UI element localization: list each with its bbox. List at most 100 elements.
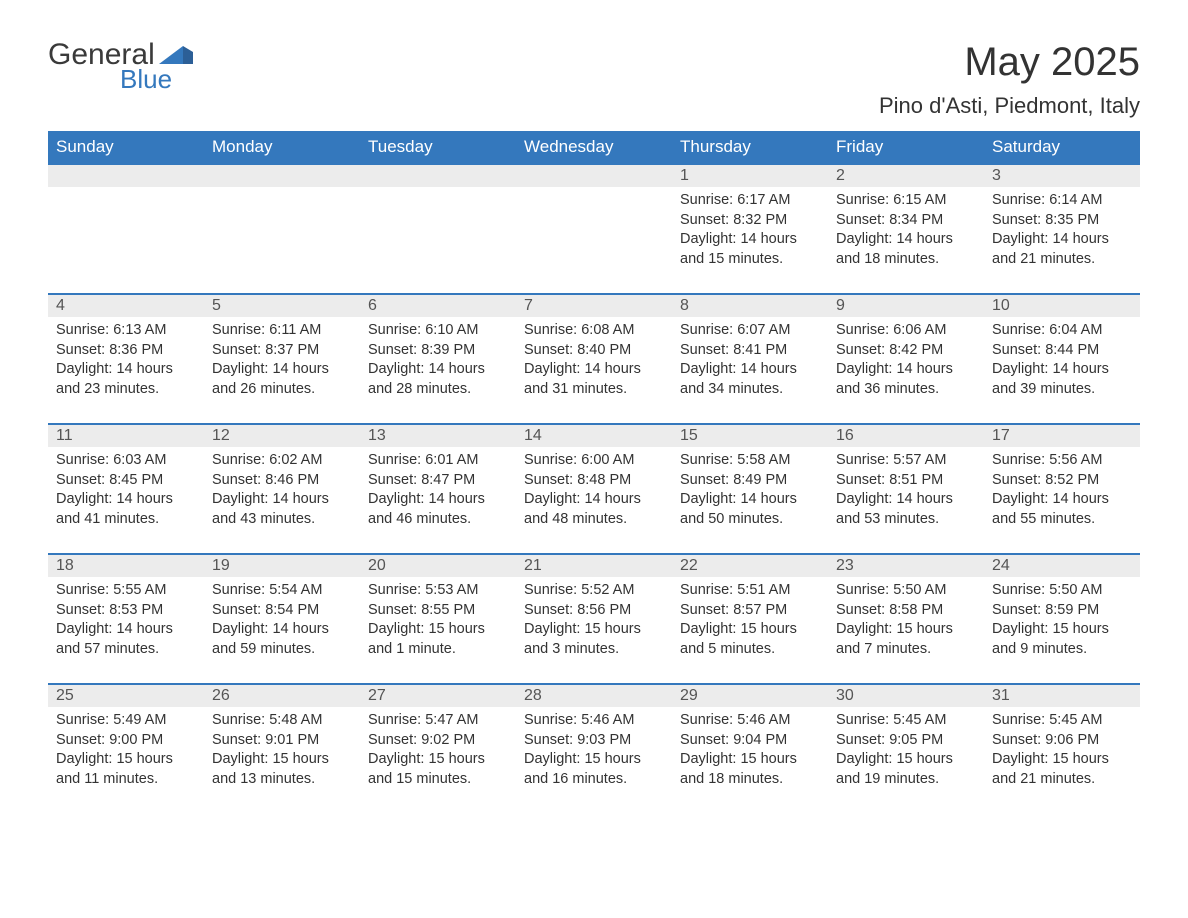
day-cell: 7Sunrise: 6:08 AMSunset: 8:40 PMDaylight… bbox=[516, 294, 672, 424]
day-details: Sunrise: 6:07 AMSunset: 8:41 PMDaylight:… bbox=[672, 317, 828, 407]
daylight-line: Daylight: 15 hours and 15 minutes. bbox=[368, 750, 508, 789]
sunrise-line: Sunrise: 5:58 AM bbox=[680, 451, 820, 471]
sunrise-line: Sunrise: 5:50 AM bbox=[836, 581, 976, 601]
sunset-line: Sunset: 8:53 PM bbox=[56, 601, 196, 621]
day-header: Thursday bbox=[672, 131, 828, 164]
day-details: Sunrise: 6:17 AMSunset: 8:32 PMDaylight:… bbox=[672, 187, 828, 277]
sunset-line: Sunset: 8:59 PM bbox=[992, 601, 1132, 621]
sunrise-line: Sunrise: 5:50 AM bbox=[992, 581, 1132, 601]
sunset-line: Sunset: 8:34 PM bbox=[836, 211, 976, 231]
daylight-line: Daylight: 15 hours and 21 minutes. bbox=[992, 750, 1132, 789]
day-number: 17 bbox=[984, 425, 1140, 447]
week-row: 25Sunrise: 5:49 AMSunset: 9:00 PMDayligh… bbox=[48, 684, 1140, 814]
daylight-line: Daylight: 14 hours and 15 minutes. bbox=[680, 230, 820, 269]
day-cell: 31Sunrise: 5:45 AMSunset: 9:06 PMDayligh… bbox=[984, 684, 1140, 814]
day-cell: 21Sunrise: 5:52 AMSunset: 8:56 PMDayligh… bbox=[516, 554, 672, 684]
day-cell: 16Sunrise: 5:57 AMSunset: 8:51 PMDayligh… bbox=[828, 424, 984, 554]
day-number bbox=[48, 165, 204, 187]
sunrise-line: Sunrise: 5:49 AM bbox=[56, 711, 196, 731]
daylight-line: Daylight: 14 hours and 26 minutes. bbox=[212, 360, 352, 399]
day-number: 26 bbox=[204, 685, 360, 707]
day-details: Sunrise: 5:55 AMSunset: 8:53 PMDaylight:… bbox=[48, 577, 204, 667]
day-cell: 9Sunrise: 6:06 AMSunset: 8:42 PMDaylight… bbox=[828, 294, 984, 424]
day-number: 29 bbox=[672, 685, 828, 707]
day-number: 28 bbox=[516, 685, 672, 707]
day-cell: 17Sunrise: 5:56 AMSunset: 8:52 PMDayligh… bbox=[984, 424, 1140, 554]
day-number: 30 bbox=[828, 685, 984, 707]
sunrise-line: Sunrise: 5:45 AM bbox=[992, 711, 1132, 731]
brand-word2-label: Blue bbox=[120, 66, 193, 92]
sunrise-line: Sunrise: 5:57 AM bbox=[836, 451, 976, 471]
day-cell bbox=[48, 164, 204, 294]
day-details: Sunrise: 6:03 AMSunset: 8:45 PMDaylight:… bbox=[48, 447, 204, 537]
day-details: Sunrise: 5:57 AMSunset: 8:51 PMDaylight:… bbox=[828, 447, 984, 537]
week-row: 18Sunrise: 5:55 AMSunset: 8:53 PMDayligh… bbox=[48, 554, 1140, 684]
day-details: Sunrise: 6:10 AMSunset: 8:39 PMDaylight:… bbox=[360, 317, 516, 407]
daylight-line: Daylight: 14 hours and 41 minutes. bbox=[56, 490, 196, 529]
day-cell: 10Sunrise: 6:04 AMSunset: 8:44 PMDayligh… bbox=[984, 294, 1140, 424]
sunset-line: Sunset: 8:35 PM bbox=[992, 211, 1132, 231]
daylight-line: Daylight: 14 hours and 50 minutes. bbox=[680, 490, 820, 529]
day-header: Saturday bbox=[984, 131, 1140, 164]
day-details: Sunrise: 5:47 AMSunset: 9:02 PMDaylight:… bbox=[360, 707, 516, 797]
sunrise-line: Sunrise: 5:45 AM bbox=[836, 711, 976, 731]
sunrise-line: Sunrise: 5:51 AM bbox=[680, 581, 820, 601]
day-number: 1 bbox=[672, 165, 828, 187]
day-details: Sunrise: 6:06 AMSunset: 8:42 PMDaylight:… bbox=[828, 317, 984, 407]
sunrise-line: Sunrise: 6:17 AM bbox=[680, 191, 820, 211]
sunrise-line: Sunrise: 5:52 AM bbox=[524, 581, 664, 601]
daylight-line: Daylight: 15 hours and 19 minutes. bbox=[836, 750, 976, 789]
day-cell: 14Sunrise: 6:00 AMSunset: 8:48 PMDayligh… bbox=[516, 424, 672, 554]
sunset-line: Sunset: 8:56 PM bbox=[524, 601, 664, 621]
day-details: Sunrise: 5:54 AMSunset: 8:54 PMDaylight:… bbox=[204, 577, 360, 667]
sunset-line: Sunset: 8:48 PM bbox=[524, 471, 664, 491]
page: General Blue May 2025 Pino d'Asti, Piedm… bbox=[0, 0, 1188, 870]
day-cell: 6Sunrise: 6:10 AMSunset: 8:39 PMDaylight… bbox=[360, 294, 516, 424]
day-number: 13 bbox=[360, 425, 516, 447]
sunrise-line: Sunrise: 6:02 AM bbox=[212, 451, 352, 471]
day-details: Sunrise: 5:48 AMSunset: 9:01 PMDaylight:… bbox=[204, 707, 360, 797]
day-details: Sunrise: 6:11 AMSunset: 8:37 PMDaylight:… bbox=[204, 317, 360, 407]
calendar-head: SundayMondayTuesdayWednesdayThursdayFrid… bbox=[48, 131, 1140, 164]
day-details: Sunrise: 5:49 AMSunset: 9:00 PMDaylight:… bbox=[48, 707, 204, 797]
daylight-line: Daylight: 14 hours and 48 minutes. bbox=[524, 490, 664, 529]
day-number: 23 bbox=[828, 555, 984, 577]
sunrise-line: Sunrise: 6:06 AM bbox=[836, 321, 976, 341]
brand-logo: General Blue bbox=[48, 40, 193, 92]
day-number: 9 bbox=[828, 295, 984, 317]
day-details: Sunrise: 5:50 AMSunset: 8:59 PMDaylight:… bbox=[984, 577, 1140, 667]
sunset-line: Sunset: 8:39 PM bbox=[368, 341, 508, 361]
day-details: Sunrise: 6:08 AMSunset: 8:40 PMDaylight:… bbox=[516, 317, 672, 407]
day-number: 31 bbox=[984, 685, 1140, 707]
day-number: 12 bbox=[204, 425, 360, 447]
day-cell: 22Sunrise: 5:51 AMSunset: 8:57 PMDayligh… bbox=[672, 554, 828, 684]
day-header: Friday bbox=[828, 131, 984, 164]
daylight-line: Daylight: 15 hours and 13 minutes. bbox=[212, 750, 352, 789]
brand-text: General Blue bbox=[48, 40, 193, 92]
day-cell: 24Sunrise: 5:50 AMSunset: 8:59 PMDayligh… bbox=[984, 554, 1140, 684]
day-cell: 15Sunrise: 5:58 AMSunset: 8:49 PMDayligh… bbox=[672, 424, 828, 554]
sunset-line: Sunset: 8:40 PM bbox=[524, 341, 664, 361]
sunrise-line: Sunrise: 5:47 AM bbox=[368, 711, 508, 731]
day-number: 8 bbox=[672, 295, 828, 317]
day-number bbox=[204, 165, 360, 187]
location-label: Pino d'Asti, Piedmont, Italy bbox=[879, 93, 1140, 119]
sunset-line: Sunset: 9:05 PM bbox=[836, 731, 976, 751]
day-details: Sunrise: 5:45 AMSunset: 9:06 PMDaylight:… bbox=[984, 707, 1140, 797]
day-cell: 18Sunrise: 5:55 AMSunset: 8:53 PMDayligh… bbox=[48, 554, 204, 684]
sunset-line: Sunset: 8:57 PM bbox=[680, 601, 820, 621]
day-details: Sunrise: 6:14 AMSunset: 8:35 PMDaylight:… bbox=[984, 187, 1140, 277]
day-number: 10 bbox=[984, 295, 1140, 317]
day-number: 4 bbox=[48, 295, 204, 317]
sunrise-line: Sunrise: 6:00 AM bbox=[524, 451, 664, 471]
day-number: 20 bbox=[360, 555, 516, 577]
day-cell: 2Sunrise: 6:15 AMSunset: 8:34 PMDaylight… bbox=[828, 164, 984, 294]
sunrise-line: Sunrise: 6:11 AM bbox=[212, 321, 352, 341]
sunset-line: Sunset: 8:46 PM bbox=[212, 471, 352, 491]
sunset-line: Sunset: 9:06 PM bbox=[992, 731, 1132, 751]
day-details: Sunrise: 5:46 AMSunset: 9:03 PMDaylight:… bbox=[516, 707, 672, 797]
day-cell: 25Sunrise: 5:49 AMSunset: 9:00 PMDayligh… bbox=[48, 684, 204, 814]
daylight-line: Daylight: 14 hours and 55 minutes. bbox=[992, 490, 1132, 529]
sunset-line: Sunset: 8:51 PM bbox=[836, 471, 976, 491]
day-details: Sunrise: 5:56 AMSunset: 8:52 PMDaylight:… bbox=[984, 447, 1140, 537]
